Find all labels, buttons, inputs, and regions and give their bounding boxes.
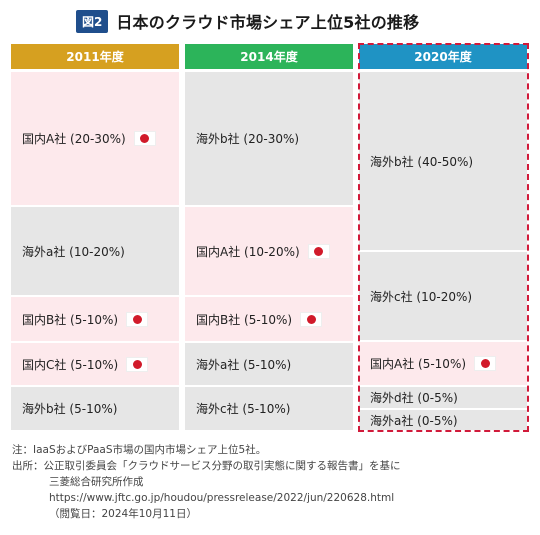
company-label: 海外b社 (5-10%) xyxy=(22,402,118,416)
japan-flag-icon xyxy=(126,311,149,327)
company-label: 海外d社 (0-5%) xyxy=(370,391,458,405)
notes: 注：IaaSおよびPaaS市場の国内市場シェア上位5社。 出所：公正取引委員会「… xyxy=(12,442,401,522)
company-label: 国内B社 (5-10%) xyxy=(22,312,119,327)
company-cell: 海外a社 (0-5%) xyxy=(359,410,527,430)
company-cell: 海外b社 (5-10%) xyxy=(11,387,179,430)
company-cell: 海外c社 (10-20%) xyxy=(359,252,527,340)
column-3: 2020年度海外b社 (40-50%) 海外c社 (10-20%) 国内A社 (5-… xyxy=(359,44,527,430)
japan-flag-icon xyxy=(307,243,330,259)
source-date: （閲覧日：2024年10月11日） xyxy=(49,508,197,520)
source-url: https://www.jftc.go.jp/houdou/pressrelea… xyxy=(49,492,395,504)
company-cell: 国内A社 (10-20%) xyxy=(185,207,353,295)
company-label: 海外b社 (40-50%) xyxy=(370,154,474,169)
company-label: 海外b社 (20-30%) xyxy=(196,132,300,146)
figure-title: 図2 日本のクラウド市場シェア上位5社の推移 xyxy=(76,8,419,34)
column-header: 2014年度 xyxy=(185,44,353,69)
company-cell: 海外a社 (5-10%) xyxy=(185,343,353,385)
japan-flag-icon xyxy=(126,356,149,372)
company-cell: 国内A社 (20-30%) xyxy=(11,72,179,205)
company-cell: 国内B社 (5-10%) xyxy=(11,297,179,341)
japan-flag-icon xyxy=(474,356,497,371)
title-text: 日本のクラウド市場シェア上位5社の推移 xyxy=(116,13,420,32)
note-text: 注：IaaSおよびPaaS市場の国内市場シェア上位5社。 xyxy=(12,444,267,456)
company-cell: 国内A社 (5-10%) xyxy=(359,342,527,385)
column-1: 2011年度国内A社 (20-30%) 海外a社 (10-20%) 国内B社 (5-… xyxy=(11,44,179,430)
company-label: 国内A社 (10-20%) xyxy=(196,244,300,259)
company-cell: 国内C社 (5-10%) xyxy=(11,343,179,385)
column-header: 2020年度 xyxy=(359,44,527,69)
source-line1: 出所：公正取引委員会「クラウドサービス分野の取引実態に関する報告書」を基に xyxy=(12,460,401,472)
japan-flag-icon xyxy=(300,311,323,327)
company-cell: 海外c社 (5-10%) xyxy=(185,387,353,430)
column-header: 2011年度 xyxy=(11,44,179,69)
company-label: 国内B社 (5-10%) xyxy=(196,312,293,327)
figure-badge: 図2 xyxy=(76,9,109,33)
company-label: 海外c社 (5-10%) xyxy=(196,402,291,416)
company-label: 海外a社 (5-10%) xyxy=(196,357,292,372)
company-label: 国内A社 (5-10%) xyxy=(370,357,467,371)
company-cell: 海外d社 (0-5%) xyxy=(359,387,527,408)
column-2: 2014年度海外b社 (20-30%) 国内A社 (10-20%) 国内B社 (5-… xyxy=(185,44,353,430)
japan-flag-icon xyxy=(133,131,156,146)
company-cell: 海外b社 (40-50%) xyxy=(359,72,527,250)
company-cell: 海外b社 (20-30%) xyxy=(185,72,353,205)
company-label: 国内C社 (5-10%) xyxy=(22,357,119,372)
company-cell: 海外a社 (10-20%) xyxy=(11,207,179,295)
company-label: 国内A社 (20-30%) xyxy=(22,132,126,146)
source-line2: 三菱総合研究所作成 xyxy=(49,476,144,488)
company-label: 海外a社 (10-20%) xyxy=(22,244,125,259)
company-label: 海外a社 (0-5%) xyxy=(370,413,458,428)
company-cell: 国内B社 (5-10%) xyxy=(185,297,353,341)
company-label: 海外c社 (10-20%) xyxy=(370,289,473,304)
